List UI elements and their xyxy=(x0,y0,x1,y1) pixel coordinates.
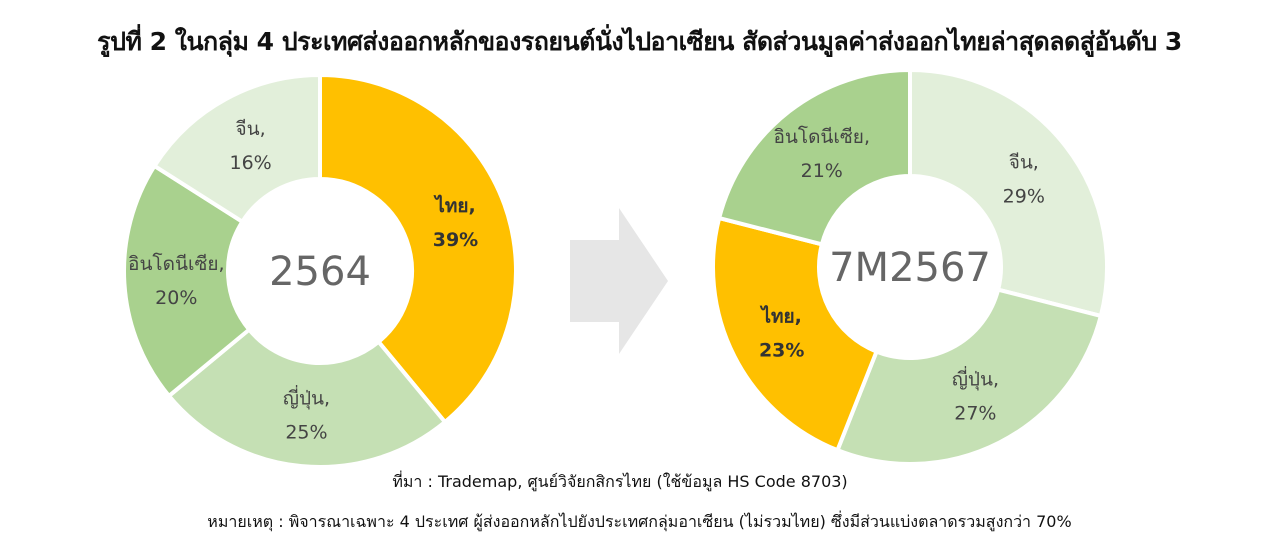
right-arrow-icon xyxy=(570,208,668,354)
slice-value-label: 29% xyxy=(1003,186,1045,208)
donut-chart-2564: ไทย, 39% ญี่ปุ่น, 25% อินโดนีเซีย, 20% จีน, 16%… xyxy=(122,72,518,469)
slice-value-label: 16% xyxy=(230,152,272,174)
donut-slice xyxy=(318,72,518,425)
center-year-label: 7M2567 xyxy=(829,245,991,291)
slice-value-label: 21% xyxy=(801,160,843,182)
source-note: ที่มา : Trademap, ศูนย์วิจัยกสิกรไทย (ใช… xyxy=(392,472,848,491)
donut-slice xyxy=(716,67,912,247)
donut-slice xyxy=(711,215,880,453)
donut-slice xyxy=(122,163,252,399)
slice-label: ญี่ปุ่น, xyxy=(952,365,999,391)
slice-value-label: 39% xyxy=(433,229,478,251)
donut-chart-7m2567: จีน, 29% ญี่ปุ่น, 27% ไทย, 23% อินโดนีเซีย, 21%… xyxy=(711,67,1109,466)
slice-label: ญี่ปุ่น, xyxy=(283,384,330,410)
slice-value-label: 20% xyxy=(155,287,197,309)
center-year-label: 2564 xyxy=(269,249,371,295)
slice-label: ไทย, xyxy=(759,304,801,327)
donut-slice xyxy=(151,72,322,225)
footnote: หมายเหตุ : พิจารณาเฉพาะ 4 ประเทศ ผู้ส่งอ… xyxy=(207,512,1072,531)
slice-value-label: 25% xyxy=(285,421,327,443)
donut-slice xyxy=(166,326,448,469)
slice-label: จีน, xyxy=(1009,152,1039,174)
donut-slice xyxy=(834,287,1104,466)
slice-label: จีน, xyxy=(236,118,266,140)
slice-value-label: 27% xyxy=(954,402,996,424)
slice-label: ไทย, xyxy=(433,194,475,217)
slice-label: อินโดนีเซีย, xyxy=(773,125,870,148)
slice-value-label: 23% xyxy=(759,339,804,361)
donut-slice xyxy=(908,67,1109,319)
slice-label: อินโดนีเซีย, xyxy=(128,252,225,275)
chart-title: รูปที่ 2 ในกลุ่ม 4 ประเทศส่งออกหลักของรถ… xyxy=(97,27,1182,56)
